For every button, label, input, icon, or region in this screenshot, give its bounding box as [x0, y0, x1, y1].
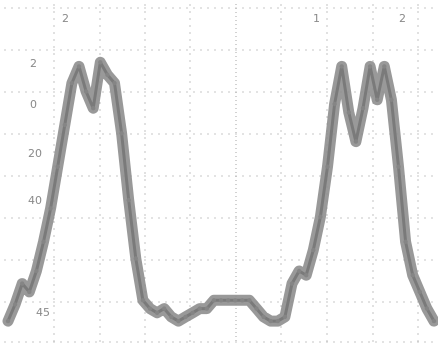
- data-point: [247, 298, 252, 303]
- data-point: [375, 97, 380, 103]
- data-point: [289, 281, 295, 286]
- data-point: [339, 64, 344, 69]
- y-tick-label-2: 0: [30, 98, 37, 111]
- y-tick-label-3: 20: [28, 147, 42, 160]
- data-point: [254, 306, 259, 311]
- data-point: [424, 306, 430, 311]
- data-point: [98, 60, 103, 65]
- y-tick-label-4: 40: [28, 194, 42, 207]
- data-point: [261, 314, 266, 320]
- data-point: [69, 80, 75, 86]
- data-point: [20, 281, 25, 286]
- data-point: [197, 306, 202, 311]
- data-point: [183, 314, 188, 320]
- data-point: [360, 106, 366, 111]
- data-point: [169, 314, 174, 320]
- data-point: [126, 197, 131, 203]
- data-point: [311, 247, 316, 253]
- data-point: [76, 64, 82, 69]
- data-point: [5, 318, 11, 324]
- data-points: [5, 60, 437, 324]
- data-point: [48, 206, 53, 211]
- data-point: [12, 302, 18, 307]
- tick-labels: 2 1 2 2 0 20 40 45: [28, 12, 406, 319]
- data-point: [62, 122, 67, 128]
- data-point: [218, 298, 224, 303]
- data-point: [190, 310, 195, 315]
- data-point: [275, 318, 280, 324]
- data-point: [240, 298, 245, 303]
- data-point: [225, 298, 231, 303]
- y-tick-label-5: 45: [36, 306, 50, 319]
- x-tick-label-3: 2: [399, 12, 406, 25]
- data-point: [282, 314, 288, 320]
- data-point: [105, 72, 110, 78]
- data-point: [133, 256, 138, 261]
- data-point: [27, 289, 32, 295]
- data-point: [353, 139, 359, 144]
- data-point: [119, 131, 124, 136]
- data-point: [233, 298, 238, 303]
- x-tick-label-1: 2: [62, 12, 69, 25]
- data-point: [91, 106, 96, 111]
- data-point: [112, 80, 117, 86]
- data-point: [147, 306, 153, 311]
- data-point: [154, 310, 160, 315]
- data-point: [296, 268, 302, 274]
- data-point: [211, 298, 217, 303]
- data-point: [41, 239, 46, 244]
- data-point: [34, 268, 39, 274]
- data-point: [396, 164, 401, 169]
- data-point: [367, 64, 373, 69]
- x-tick-label-2: 1: [313, 12, 320, 25]
- data-point: [204, 306, 209, 311]
- data-point: [55, 164, 60, 169]
- data-point: [346, 110, 351, 115]
- data-point: [140, 298, 146, 303]
- data-point: [410, 273, 415, 278]
- data-point: [325, 164, 330, 169]
- y-tick-label-1: 2: [30, 57, 37, 70]
- data-point: [318, 214, 323, 219]
- data-point: [389, 97, 394, 103]
- data-point: [268, 318, 273, 324]
- data-point: [431, 318, 437, 324]
- data-point: [304, 273, 309, 278]
- data-point: [382, 64, 387, 69]
- data-point: [176, 318, 181, 324]
- data-point: [162, 306, 167, 311]
- data-point: [417, 289, 422, 295]
- data-point: [83, 89, 89, 94]
- data-point: [403, 239, 408, 244]
- data-point: [332, 101, 337, 107]
